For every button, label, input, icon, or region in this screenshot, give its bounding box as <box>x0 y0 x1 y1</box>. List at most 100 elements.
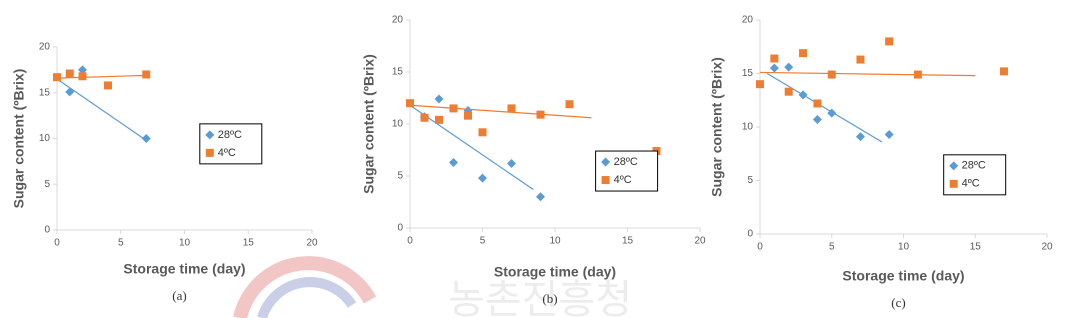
square-marker <box>885 37 894 46</box>
square-marker <box>565 100 574 109</box>
y-axis-label: Sugar content (ºBrix) <box>709 57 725 197</box>
y-tick-label: 15 <box>39 87 51 98</box>
x-tick-label: 15 <box>622 236 634 247</box>
x-tick-label: 15 <box>243 238 255 249</box>
trendline <box>409 104 534 191</box>
square-marker <box>601 176 610 185</box>
diamond-marker <box>827 108 837 118</box>
x-tick-label: 0 <box>757 242 763 253</box>
square-marker <box>65 69 74 78</box>
x-tick-label: 0 <box>54 238 60 249</box>
trendline <box>56 74 147 79</box>
trendline <box>409 104 592 119</box>
square-marker <box>142 70 151 79</box>
square-marker <box>406 99 414 108</box>
y-tick-label: 20 <box>392 15 404 26</box>
trendline <box>56 78 147 141</box>
y-tick-label: 10 <box>742 122 754 133</box>
diamond-marker <box>784 62 794 72</box>
square-marker <box>420 113 429 122</box>
y-tick-label: 20 <box>39 42 51 53</box>
diamond-marker <box>812 115 822 125</box>
square-marker <box>799 49 808 58</box>
y-tick-label: 5 <box>397 171 403 182</box>
square-marker <box>536 110 545 119</box>
legend-box <box>943 154 1007 196</box>
diamond-marker <box>78 65 87 75</box>
y-tick-label: 10 <box>39 133 51 144</box>
diamond-marker <box>141 134 151 143</box>
x-tick-label: 5 <box>118 238 124 249</box>
square-marker <box>913 70 922 79</box>
legend-label: 28ºC <box>218 129 242 141</box>
y-tick-label: 5 <box>44 179 50 190</box>
square-marker <box>464 111 472 120</box>
diamond-marker <box>855 132 865 142</box>
y-tick-label: 0 <box>44 225 50 236</box>
square-marker <box>756 80 764 89</box>
y-tick-label: 15 <box>392 67 404 78</box>
square-marker <box>205 148 214 157</box>
caption: (b) <box>542 291 557 306</box>
square-marker <box>104 81 112 90</box>
square-marker <box>827 70 836 79</box>
x-axis-label: Storage time (day) <box>494 264 616 280</box>
legend-label: 28ºC <box>614 156 638 168</box>
square-marker <box>507 104 516 113</box>
legend-box <box>595 150 659 192</box>
square-marker <box>78 72 87 81</box>
y-tick-label: 20 <box>742 15 754 26</box>
diamond-marker <box>884 129 894 139</box>
square-marker <box>53 73 61 82</box>
diamond-marker <box>434 94 444 104</box>
caption: (c) <box>891 295 905 310</box>
diamond-marker <box>65 87 75 97</box>
diamond-marker <box>949 161 959 171</box>
x-tick-label: 5 <box>829 242 835 253</box>
trendline <box>766 72 883 143</box>
square-marker <box>435 115 443 124</box>
x-tick-label: 5 <box>480 236 486 247</box>
watermark-arc <box>233 256 377 318</box>
square-marker <box>949 179 958 188</box>
legend-box <box>199 123 263 165</box>
square-marker <box>813 99 822 108</box>
y-tick-label: 5 <box>747 175 753 186</box>
y-axis-label: Sugar content (ºBrix) <box>11 69 27 209</box>
diamond-marker <box>769 63 779 73</box>
y-tick-label: 15 <box>742 68 754 79</box>
legend-label: 4ºC <box>218 147 236 159</box>
square-marker <box>856 55 865 64</box>
diamond-marker <box>798 90 808 100</box>
x-axis-label: Storage time (day) <box>123 261 245 277</box>
watermark-arc <box>257 277 357 318</box>
square-marker <box>478 128 487 137</box>
diamond-marker <box>507 159 516 169</box>
x-tick-label: 0 <box>407 236 413 247</box>
diamond-marker <box>536 192 545 202</box>
x-tick-label: 10 <box>549 236 561 247</box>
legend-label: 4ºC <box>614 174 632 186</box>
watermark: 농촌진흥청 <box>448 277 632 318</box>
y-tick-label: 0 <box>747 229 753 240</box>
x-axis-label: Storage time (day) <box>842 268 964 284</box>
x-tick-label: 15 <box>970 242 982 253</box>
x-tick-label: 20 <box>1041 242 1053 253</box>
y-axis-label: Sugar content (ºBrix) <box>361 54 377 194</box>
diamond-marker <box>449 157 458 167</box>
square-marker <box>770 54 779 63</box>
x-tick-label: 20 <box>694 236 706 247</box>
y-tick-label: 10 <box>392 119 404 130</box>
legend-label: 4ºC <box>962 178 980 190</box>
x-tick-label: 10 <box>179 238 191 249</box>
legend-label: 28ºC <box>962 160 986 172</box>
x-tick-label: 10 <box>898 242 910 253</box>
trendline <box>759 71 976 77</box>
caption: (a) <box>172 288 186 303</box>
diamond-marker <box>205 130 215 140</box>
square-marker <box>784 87 793 96</box>
square-marker <box>449 104 458 113</box>
diamond-marker <box>478 173 487 183</box>
y-tick-label: 0 <box>397 223 403 234</box>
x-tick-label: 20 <box>306 238 318 249</box>
